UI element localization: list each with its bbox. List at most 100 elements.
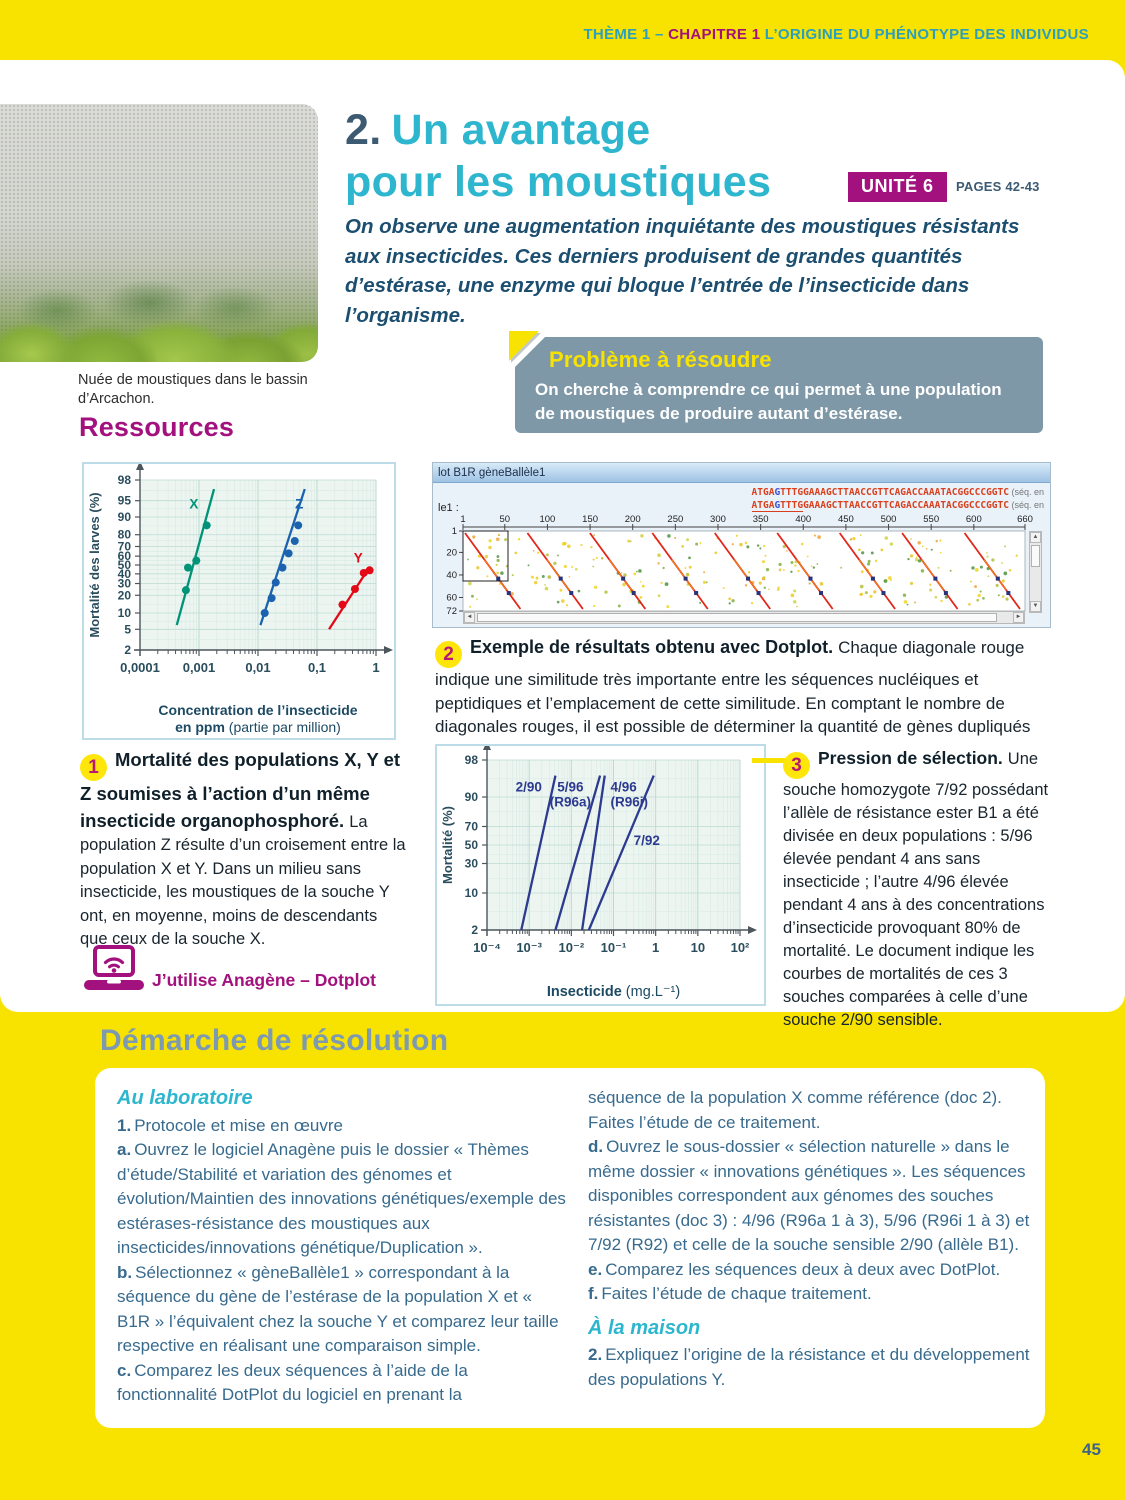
resolution-step: séquence de la population X comme référe…	[588, 1088, 1002, 1132]
svg-text:10: 10	[691, 940, 705, 955]
svg-text:Insecticide (mg.L⁻¹): Insecticide (mg.L⁻¹)	[547, 984, 680, 1000]
home-subheading: À la maison	[588, 1316, 701, 1339]
svg-text:400: 400	[795, 515, 811, 525]
svg-text:10: 10	[118, 606, 132, 620]
resolution-step: b. Sélectionnez « gèneBallèle1 » correspo…	[117, 1262, 559, 1356]
resolution-panel	[95, 1068, 1045, 1428]
doc1-mortality-chart: 2 5 10 20 30 40 50 60 70 80 90 95 98 0,0001 0,001 0,01 0…	[82, 461, 396, 740]
svg-text:Mortalité (%): Mortalité (%)	[440, 806, 455, 884]
problem-body: On cherche à comprendre ce qui permet à …	[535, 380, 1002, 423]
svg-text:60: 60	[118, 549, 132, 563]
problem-box: Problème à résoudre On cherche à compren…	[515, 337, 1043, 433]
svg-text:200: 200	[625, 515, 641, 525]
scroll-up-icon: ▲	[1030, 532, 1041, 543]
svg-text:10⁻¹: 10⁻¹	[601, 940, 627, 955]
svg-text:1: 1	[372, 660, 379, 675]
pages-reference: PAGES 42-43	[956, 179, 1040, 194]
doc3-caption: 3 Pression de sélection. Une souche homozy…	[783, 747, 1051, 1032]
resolution-step: c. Comparez les deux séquences à l’aide d…	[117, 1360, 468, 1405]
svg-text:150: 150	[582, 515, 598, 525]
scroll-left-icon: ◄	[464, 612, 475, 623]
svg-text:95: 95	[118, 494, 132, 508]
svg-text:10⁻⁴: 10⁻⁴	[473, 940, 501, 955]
hscroll-thumb	[477, 613, 997, 622]
lab-steps: 1. Protocole et mise en œuvre a. Ouvrez le …	[117, 1114, 569, 1408]
svg-text:100: 100	[539, 515, 555, 525]
header-chapter: CHAPITRE 1	[668, 26, 761, 43]
svg-text:Concentration de l’insecticide: Concentration de l’insecticide	[158, 702, 357, 718]
vscroll-thumb	[1031, 545, 1040, 567]
resolution-step: 1. Protocole et mise en œuvre	[117, 1115, 343, 1135]
svg-text:10²: 10²	[731, 940, 750, 955]
doc1-caption: 1 Mortalité des populations X, Y et Z sou…	[80, 747, 406, 952]
dotplot-window-titlebar: lot B1R gèneBallèle1	[433, 463, 1050, 483]
svg-text:Y: Y	[354, 550, 363, 565]
resolution-step: 2. Expliquez l’origine de la résistance e…	[588, 1345, 1030, 1389]
scroll-right-icon: ►	[1013, 612, 1024, 623]
svg-text:40: 40	[446, 570, 457, 581]
svg-text:1: 1	[460, 515, 465, 525]
svg-text:60: 60	[446, 592, 457, 603]
svg-text:20: 20	[118, 588, 132, 602]
svg-text:90: 90	[118, 510, 132, 524]
svg-text:70: 70	[118, 539, 132, 553]
doc3-selection-chart: 2 10 30 50 70 90 98 10⁻⁴ 10⁻³ 10⁻² 10⁻¹ 1 10 10² 2/90 5…	[435, 741, 766, 1006]
doc2-number-badge: 2	[435, 641, 462, 669]
svg-text:2/90: 2/90	[516, 780, 542, 795]
svg-text:10⁻²: 10⁻²	[559, 940, 585, 955]
svg-text:5/96(R96a): 5/96 (R96a)	[550, 780, 591, 810]
svg-text:660: 660	[1017, 515, 1033, 525]
svg-text:Z: Z	[295, 497, 303, 512]
resolution-step: d. Ouvrez le sous-dossier « sélection nat…	[588, 1137, 1030, 1254]
resolution-step: f. Faites l’étude de chaque traitement.	[588, 1284, 872, 1303]
svg-text:80: 80	[118, 528, 132, 542]
anagene-resource-link[interactable]: J’utilise Anagène – Dotplot	[82, 944, 482, 1000]
mosquito-swarm-photo	[0, 104, 318, 362]
dotplot-software-screenshot: lot B1R gèneBallèle1 ATGAGTTTGGAAAGCTTAA…	[432, 462, 1051, 628]
problem-title: Problème à résoudre	[549, 347, 772, 372]
svg-text:40: 40	[118, 567, 132, 581]
svg-text:72: 72	[446, 606, 457, 615]
title-line1: Un avantage	[391, 106, 651, 154]
svg-text:30: 30	[465, 857, 479, 871]
dotplot-sequences: ATGAGTTTGGAAAGCTTAACCGTTCAGACCAAATACGGCC…	[751, 486, 1044, 512]
svg-text:30: 30	[118, 577, 132, 591]
laptop-wifi-icon	[84, 945, 144, 990]
doc1-body: La population Z résulte d’un croisement …	[80, 812, 406, 949]
resolution-left-column: Au laboratoire 1. Protocole et mise en œu…	[117, 1086, 569, 1408]
svg-text:7/92: 7/92	[634, 833, 660, 848]
svg-text:50: 50	[118, 558, 132, 572]
dotplot-plot-svg: 1 50 100 150 200 250 300 350 400 450 500 550 600 6601…	[446, 515, 1033, 615]
unit-badge: UNITÉ 6	[848, 172, 947, 202]
svg-text:Mortalité des larves (%): Mortalité des larves (%)	[87, 492, 102, 637]
resources-heading: Ressources	[79, 412, 235, 442]
svg-text:10: 10	[465, 886, 479, 900]
dotplot-vertical-scrollbar: ▲ ▼	[1029, 531, 1042, 613]
svg-text:350: 350	[753, 515, 769, 525]
svg-text:50: 50	[465, 838, 479, 852]
lab-subheading: Au laboratoire	[117, 1087, 253, 1109]
title-number: 2.	[345, 106, 382, 154]
photo-caption: Nuée de moustiques dans le bassin d’Arca…	[78, 372, 308, 407]
svg-text:0,1: 0,1	[308, 660, 326, 675]
svg-text:0,0001: 0,0001	[120, 660, 160, 675]
page-header: THÈME 1 – CHAPITRE 1 L’ORIGINE DU PHÉNOT…	[583, 26, 1089, 43]
svg-text:90: 90	[465, 790, 479, 804]
header-theme: THÈME 1 –	[583, 26, 669, 43]
svg-text:4/96(R96i): 4/96 (R96i)	[611, 780, 649, 810]
svg-text:1: 1	[652, 940, 659, 955]
svg-text:250: 250	[667, 515, 683, 525]
doc2-title: Exemple de résultats obtenu avec Dotplot…	[470, 637, 834, 657]
title-line2: pour les moustiques	[345, 158, 772, 206]
anagene-link-label[interactable]: J’utilise Anagène – Dotplot	[152, 970, 376, 990]
resolution-step: e. Comparez les séquences deux à deux ave…	[588, 1259, 1001, 1279]
scroll-down-icon: ▼	[1030, 601, 1041, 612]
header-rest: L’ORIGINE DU PHÉNOTYPE DES INDIVIDUS	[760, 26, 1089, 43]
svg-text:550: 550	[923, 515, 939, 525]
folded-corner-decoration	[509, 331, 539, 361]
svg-text:2: 2	[471, 923, 478, 937]
doc1-number-badge: 1	[80, 754, 107, 782]
doc3-chart-svg: 2 10 30 50 70 90 98 10⁻⁴ 10⁻³ 10⁻² 10⁻¹ 1 10 10² 2/90 5…	[440, 741, 757, 1000]
